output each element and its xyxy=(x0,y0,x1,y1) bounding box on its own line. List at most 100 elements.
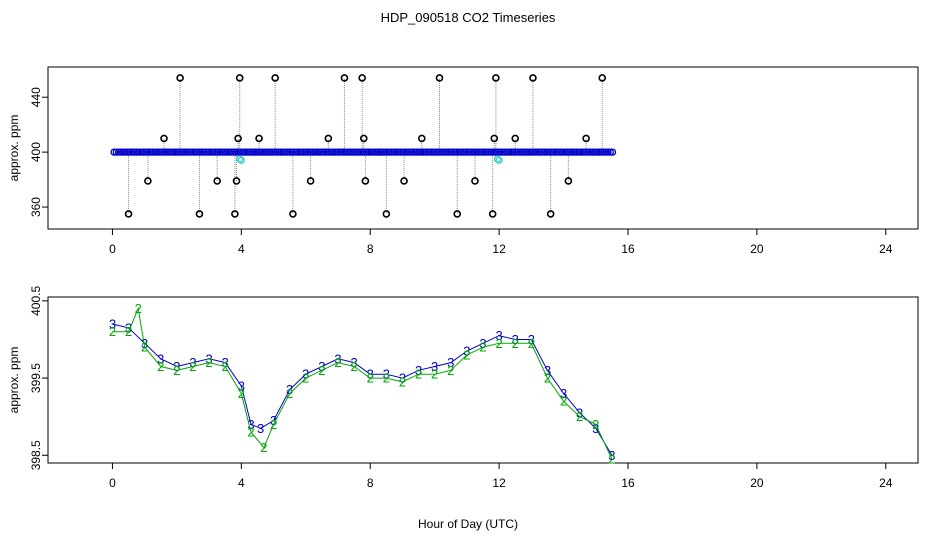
series-marker: 2 xyxy=(399,374,406,389)
data-point xyxy=(606,148,614,156)
data-point xyxy=(460,148,468,156)
data-point xyxy=(448,148,457,156)
y-tick-label: 399.5 xyxy=(29,363,43,393)
series-marker: 3 xyxy=(512,332,519,347)
x-tick-label: 8 xyxy=(367,242,374,256)
data-point xyxy=(588,148,596,156)
data-point xyxy=(597,148,605,156)
spike-point xyxy=(289,210,297,218)
highlight-point xyxy=(493,155,502,163)
spike-point xyxy=(232,177,241,185)
series-marker: 3 xyxy=(544,363,551,378)
data-point xyxy=(523,148,531,156)
series-marker: 2 xyxy=(431,367,438,382)
data-point xyxy=(338,148,346,156)
data-point xyxy=(119,148,127,156)
series-marker: 3 xyxy=(528,332,535,347)
spike-point xyxy=(453,210,462,218)
data-point xyxy=(568,148,576,156)
spike-point xyxy=(144,177,152,185)
data-point xyxy=(139,148,148,156)
data-point xyxy=(333,148,342,156)
data-point xyxy=(543,148,551,156)
spike-point xyxy=(124,210,133,218)
series-marker: 2 xyxy=(205,355,212,370)
spike-point xyxy=(358,74,366,82)
spike-point xyxy=(492,74,500,82)
data-point xyxy=(367,148,375,156)
data-point xyxy=(554,148,563,156)
series-marker: 3 xyxy=(431,359,438,374)
data-point xyxy=(335,148,344,156)
data-point xyxy=(295,148,303,156)
data-point xyxy=(561,148,569,156)
data-point xyxy=(169,148,177,156)
series-marker: 2 xyxy=(173,363,180,378)
series-marker: 2 xyxy=(383,371,390,386)
series-marker: 2 xyxy=(415,367,422,382)
data-point xyxy=(374,148,382,156)
series-marker: 3 xyxy=(109,317,116,332)
data-point xyxy=(171,148,179,156)
spike-point xyxy=(382,210,391,218)
data-point xyxy=(489,148,497,156)
spike-point xyxy=(160,134,168,143)
data-point xyxy=(324,148,332,156)
spike-point xyxy=(324,134,333,143)
data-point xyxy=(166,148,175,156)
data-point xyxy=(511,148,520,156)
series-marker: 3 xyxy=(286,382,293,397)
data-point xyxy=(198,148,206,156)
series-marker: 2 xyxy=(367,371,374,386)
data-point xyxy=(254,148,263,156)
series-marker: 2 xyxy=(479,340,486,355)
spike-point xyxy=(598,74,607,82)
data-point xyxy=(259,148,267,156)
highlight-point xyxy=(236,155,244,163)
series-marker: 2 xyxy=(318,363,325,378)
series-marker: 3 xyxy=(576,405,583,420)
series-line xyxy=(112,306,613,460)
series-marker: 3 xyxy=(463,344,470,359)
data-point xyxy=(144,148,152,156)
series-marker: 2 xyxy=(157,359,164,374)
data-point xyxy=(365,148,373,156)
series-marker: 2 xyxy=(189,359,196,374)
series-marker: 3 xyxy=(247,417,254,432)
data-point xyxy=(480,148,488,156)
series-marker: 3 xyxy=(560,386,567,401)
y-tick-label: 400 xyxy=(29,142,43,162)
data-point xyxy=(270,148,278,156)
data-point xyxy=(516,148,524,156)
data-point xyxy=(164,148,172,156)
data-point xyxy=(577,148,585,156)
x-tick-label: 0 xyxy=(109,242,116,256)
data-point xyxy=(162,148,170,156)
data-point xyxy=(552,148,560,156)
data-point xyxy=(579,148,587,156)
data-point xyxy=(225,148,233,156)
series-marker: 2 xyxy=(270,417,277,432)
data-point xyxy=(205,148,213,156)
series-marker: 3 xyxy=(334,351,341,366)
data-point xyxy=(351,148,360,156)
data-point xyxy=(315,148,323,156)
y-tick-label: 440 xyxy=(29,87,43,107)
data-point xyxy=(211,148,220,156)
data-point xyxy=(482,148,490,156)
data-point xyxy=(110,148,118,156)
data-point xyxy=(223,148,231,156)
plot-frame xyxy=(47,66,919,230)
data-point xyxy=(112,148,120,156)
data-point xyxy=(453,148,461,156)
data-point xyxy=(363,148,371,156)
series-marker: 3 xyxy=(238,378,245,393)
data-point xyxy=(281,148,290,156)
data-point xyxy=(466,148,475,156)
data-point xyxy=(604,148,612,156)
data-point xyxy=(439,148,448,156)
data-point xyxy=(378,148,387,156)
data-point xyxy=(128,148,136,156)
spike-point xyxy=(176,74,184,82)
data-point xyxy=(160,148,168,156)
